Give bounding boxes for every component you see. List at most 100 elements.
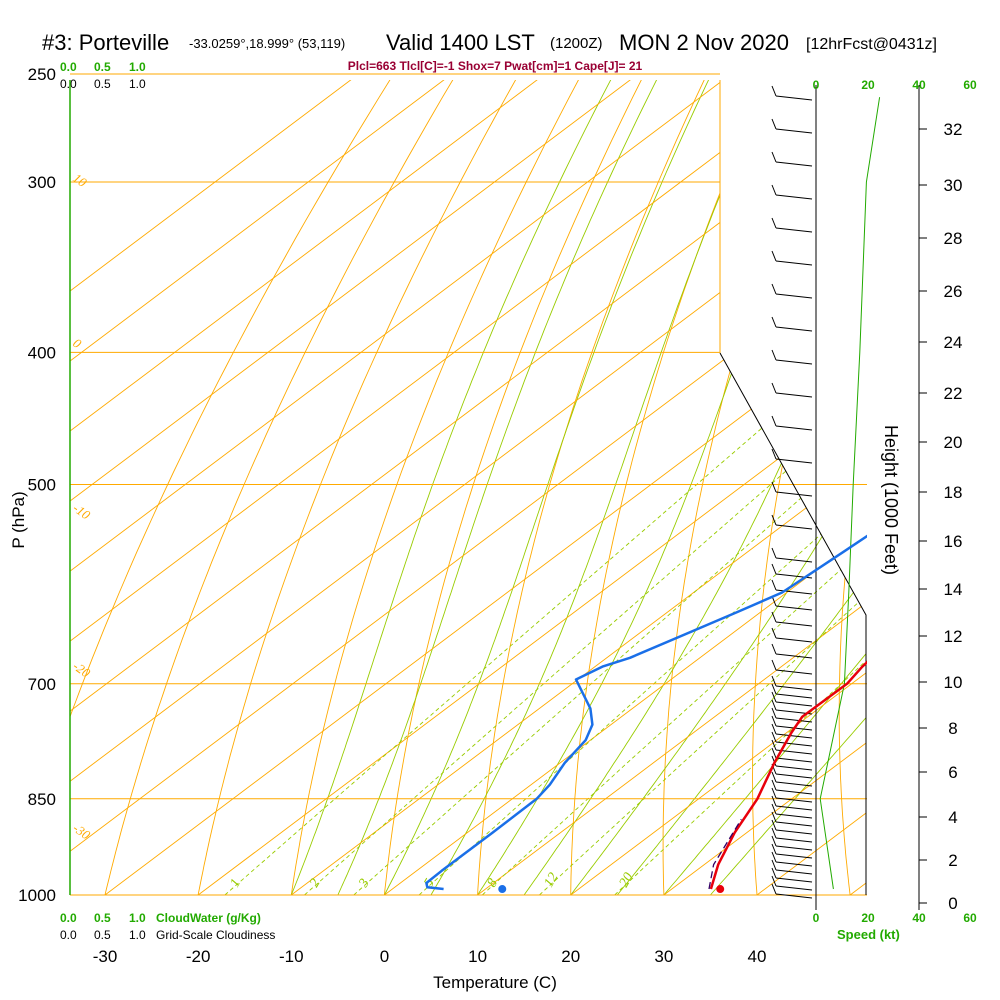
wind-barb-flag [771, 563, 777, 575]
gridscale-label: Grid-Scale Cloudiness [156, 928, 275, 942]
height-tick-label: 14 [944, 580, 963, 599]
speed-axis-label: Speed (kt) [837, 927, 900, 942]
wind-barb-flag [771, 316, 777, 328]
wind-barb-flag [771, 883, 777, 895]
wind-barb [775, 605, 813, 611]
mixing-ratio-label: 20 [617, 870, 637, 890]
isotherm-line [570, 80, 866, 895]
wind-barb [775, 885, 813, 891]
temperature-line [709, 660, 867, 890]
wind-barb-flag [771, 283, 777, 295]
pressure-axis: 250 300 400 500 700 850 1000 [18, 65, 56, 905]
wind-barb-flag [771, 184, 777, 196]
wind-barb-flag [771, 747, 777, 759]
wind-barb-flag [771, 739, 777, 751]
pressure-tick-label: 1000 [18, 886, 56, 905]
wind-barb [775, 293, 813, 299]
wind-barb [775, 557, 813, 563]
wind-barb-flag [771, 675, 777, 687]
pressure-tick-label: 300 [28, 173, 56, 192]
wind-barb [775, 837, 813, 843]
isotherm-line [70, 80, 359, 895]
height-tick-label: 20 [944, 433, 963, 452]
wind-barb [775, 653, 813, 659]
mixing-ratio-label: 12 [542, 870, 562, 890]
legend-bottom: 0.0 0.5 1.0 CloudWater (g/Kg) 0.0 0.5 1.… [60, 911, 275, 942]
temp-tick-label: 30 [654, 947, 673, 966]
wind-barb [775, 757, 813, 763]
wind-barb [775, 701, 813, 707]
temp-tick-label: -30 [93, 947, 118, 966]
wind-barb [775, 458, 813, 464]
wind-barb-flag [771, 547, 777, 559]
legend-top: 0.0 0.5 1.0 0.0 0.5 1.0 [60, 60, 146, 91]
pressure-tick-label: 500 [28, 476, 56, 495]
moist-adiabat-line [290, 80, 615, 895]
wind-barb-flag [771, 699, 777, 711]
wind-barb [775, 845, 813, 851]
wind-barb [775, 326, 813, 332]
moist-adiabat-line [570, 80, 866, 895]
height-tick-label: 0 [948, 894, 957, 913]
mixing-ratio-line [304, 351, 866, 895]
wind-barb [775, 128, 813, 134]
wind-barb-flag [771, 514, 777, 526]
speed-tick-top: 40 [912, 78, 926, 92]
height-tick-label: 8 [948, 719, 957, 738]
speed-tick-bottom: 0 [813, 911, 820, 925]
height-tick-label: 6 [948, 763, 957, 782]
isotherm-line [663, 80, 866, 895]
cloud-scale-top-2: 1.0 [129, 60, 146, 74]
wind-barb [775, 491, 813, 497]
speed-tick-bottom: 60 [963, 911, 977, 925]
wind-barb [775, 161, 813, 167]
speed-tick-top: 20 [861, 78, 875, 92]
wind-barb [775, 741, 813, 747]
speed-tick-bottom: 20 [861, 911, 875, 925]
cloud-scale-bottom-2: 1.0 [129, 911, 146, 925]
moist-adiabat-line [337, 80, 660, 895]
wind-barb [775, 877, 813, 883]
wind-barb-flag [771, 731, 777, 743]
wind-barb [775, 260, 813, 266]
grid-scale-top-1: 0.5 [94, 77, 111, 91]
wind-barb [775, 524, 813, 530]
wind-barb-flag [771, 859, 777, 871]
height-tick-label: 2 [948, 851, 957, 870]
temp-tick-label: 40 [748, 947, 767, 966]
wind-barb-flag [771, 659, 777, 671]
height-tick-label: 32 [944, 120, 963, 139]
wind-barb [775, 781, 813, 787]
height-tick-label: 22 [944, 384, 963, 403]
wind-barb-flag [771, 683, 777, 695]
cloud-scale-bottom-1: 0.5 [94, 911, 111, 925]
height-tick-label: 24 [944, 333, 963, 352]
wind-barb [775, 227, 813, 233]
wind-barb-flag [771, 151, 777, 163]
speed-tick-top: 0 [813, 78, 820, 92]
wind-barb-flag [771, 779, 777, 791]
temperature-axis: -30 -20 -10 0 10 20 30 40 [93, 947, 767, 966]
wind-barb-flag [771, 481, 777, 493]
wind-barb-flag [771, 643, 777, 655]
wind-barb [775, 861, 813, 867]
height-tick-label: 30 [944, 176, 963, 195]
height-tick-label: 26 [944, 282, 963, 301]
wind-barb-flag [771, 707, 777, 719]
wind-barb-flag [771, 827, 777, 839]
wind-barb-flag [771, 867, 777, 879]
pressure-tick-label: 700 [28, 675, 56, 694]
dry-adiabat-line [381, 80, 658, 895]
wind-barb [775, 95, 813, 101]
wind-barb-flag [771, 217, 777, 229]
dry-adiabat-line [286, 80, 596, 895]
grid-scale-bottom-2: 1.0 [129, 928, 146, 942]
wind-barb-flag [771, 787, 777, 799]
moist-adiabat-line [384, 80, 712, 895]
isobars [70, 73, 867, 896]
wind-barb [775, 637, 813, 643]
cloud-scale-bottom-0: 0.0 [60, 911, 77, 925]
